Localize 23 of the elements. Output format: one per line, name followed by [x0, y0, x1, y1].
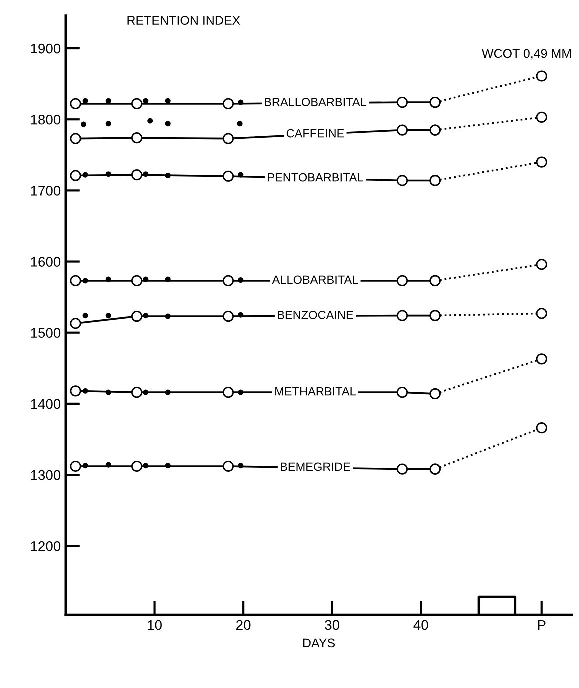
y-axis-title: RETENTION INDEX — [128, 16, 240, 26]
x-tick-label: 10 — [148, 620, 162, 630]
series-label: BEMEGRIDE — [281, 462, 350, 472]
y-tick-label: 1900 — [31, 44, 61, 54]
x-tick-label: P — [538, 620, 546, 630]
y-tick-label: 1800 — [31, 114, 61, 125]
x-tick-label: 30 — [325, 620, 340, 630]
series-label: BRALLOBARBITAL — [265, 98, 366, 106]
y-tick-label: 1700 — [31, 186, 61, 196]
y-tick-label: 1400 — [31, 399, 61, 410]
series-label: PENTOBARBITAL — [268, 173, 364, 182]
series-label: ALLOBARBITAL — [272, 276, 358, 284]
x-axis-title: DAYS — [303, 638, 336, 648]
series-label: METHARBITAL — [276, 388, 356, 396]
series-label: CAFFEINE — [286, 129, 344, 138]
series-label: BENZOCAINE — [278, 310, 354, 320]
x-tick-label: 40 — [414, 620, 428, 630]
y-tick-label: 1600 — [31, 257, 61, 267]
y-tick-label: 1200 — [31, 541, 61, 552]
y-tick-label: 1300 — [31, 470, 61, 480]
x-tick-label: 20 — [236, 620, 251, 630]
annotation: WCOT 0,49 MM — [482, 49, 572, 60]
y-tick-label: 1500 — [31, 328, 61, 338]
